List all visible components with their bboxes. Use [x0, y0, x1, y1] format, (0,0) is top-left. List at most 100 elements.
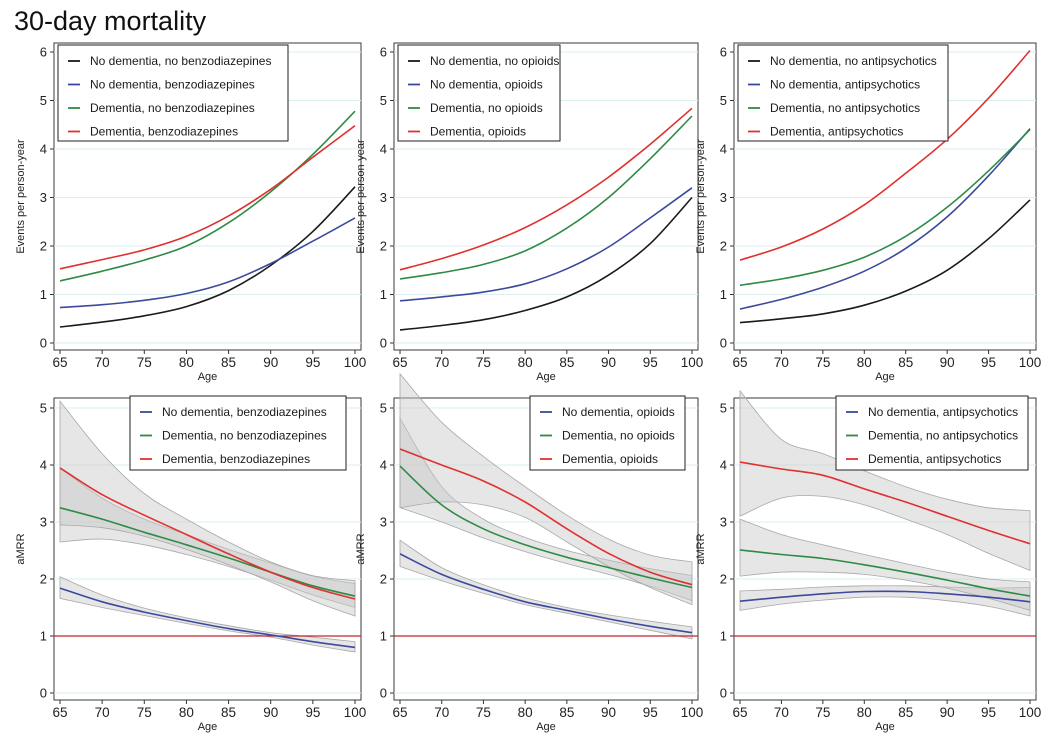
y-tick-label: 5: [720, 401, 727, 416]
legend-label: Dementia, no opioids: [562, 429, 675, 443]
y-tick-label: 1: [720, 629, 727, 644]
series-line: [399, 196, 693, 331]
x-tick-label: 100: [681, 355, 704, 370]
y-tick-label: 5: [40, 93, 47, 108]
y-tick-label: 2: [380, 239, 387, 254]
x-axis-label: Age: [198, 371, 218, 383]
x-tick-label: 80: [179, 355, 194, 370]
y-tick-label: 6: [40, 45, 47, 60]
page-title: 30-day mortality: [14, 6, 207, 36]
y-tick-label: 3: [380, 515, 387, 530]
legend-label: Dementia, no antipsychotics: [868, 429, 1018, 443]
series-line: [59, 587, 356, 649]
y-axis-label: aMRR: [695, 533, 707, 564]
y-tick-label: 1: [720, 287, 727, 302]
x-tick-label: 95: [981, 705, 996, 720]
x-axis-label: Age: [536, 371, 556, 383]
series-line: [59, 217, 356, 309]
x-tick-label: 75: [137, 355, 152, 370]
x-tick-label: 95: [981, 355, 996, 370]
x-tick-label: 100: [1019, 355, 1042, 370]
series-line: [59, 507, 356, 597]
x-tick-label: 75: [137, 705, 152, 720]
legend-label: No dementia, benzodiazepines: [90, 78, 255, 92]
x-tick-label: 70: [95, 355, 110, 370]
x-tick-label: 85: [559, 705, 574, 720]
y-tick-label: 6: [720, 45, 727, 60]
ci-band: [739, 389, 1031, 572]
y-tick-label: 0: [40, 686, 47, 701]
y-tick-label: 2: [380, 572, 387, 587]
series-line: [399, 553, 693, 634]
x-tick-label: 80: [857, 705, 872, 720]
y-tick-label: 4: [720, 458, 727, 473]
x-tick-label: 65: [52, 355, 67, 370]
series-line: [739, 129, 1031, 287]
x-tick-label: 95: [643, 705, 658, 720]
x-tick-label: 80: [857, 355, 872, 370]
x-tick-label: 95: [305, 355, 320, 370]
panel-rate-opioids: 0 1 2 3 4 5 6 65 70 75 80 85 90 95 100 Age Events per pe…: [355, 42, 704, 383]
y-tick-label: 1: [380, 629, 387, 644]
series-line: [59, 186, 356, 328]
ci-band: [739, 518, 1031, 611]
legend: [737, 44, 949, 142]
legend-label: Dementia, opioids: [562, 452, 658, 466]
panel-amrr-antipsychotics: 0 1 2 3 4 5 65 70 75 80 85 90 95 100 Age aMRR No dementi…: [695, 389, 1042, 733]
x-tick-label: 85: [898, 355, 913, 370]
legend-label: No dementia, no opioids: [430, 54, 559, 68]
x-tick-label: 70: [434, 705, 449, 720]
y-tick-label: 0: [720, 686, 727, 701]
x-axis-label: Age: [875, 721, 895, 733]
x-tick-label: 65: [392, 355, 407, 370]
y-axis-label: aMRR: [355, 533, 367, 564]
y-tick-label: 2: [40, 572, 47, 587]
y-tick-label: 4: [380, 142, 387, 157]
y-tick-label: 1: [380, 287, 387, 302]
series-line: [739, 49, 1031, 261]
x-tick-label: 65: [732, 705, 747, 720]
ci-band: [739, 585, 1031, 617]
y-tick-label: 0: [40, 336, 47, 351]
series-line: [399, 115, 693, 280]
legend: [529, 395, 686, 471]
x-tick-label: 70: [774, 705, 789, 720]
x-tick-label: 95: [643, 355, 658, 370]
legend: [57, 44, 289, 142]
y-axis-label: Events per person-year: [695, 139, 707, 254]
legend-label: Dementia, antipsychotics: [770, 125, 903, 139]
y-tick-label: 4: [720, 142, 727, 157]
x-tick-label: 75: [815, 705, 830, 720]
x-tick-label: 90: [263, 705, 278, 720]
x-tick-label: 85: [898, 705, 913, 720]
series-line: [399, 465, 693, 589]
y-axis-label: aMRR: [15, 533, 27, 564]
y-tick-label: 3: [720, 190, 727, 205]
x-tick-label: 80: [179, 705, 194, 720]
panel-amrr-opioids: 0 1 2 3 4 5 65 70 75 80 85 90 95 100 Age aMRR No dementi…: [355, 372, 704, 733]
y-axis-label: Events per person-year: [15, 139, 27, 254]
x-tick-label: 70: [434, 355, 449, 370]
x-tick-label: 85: [221, 705, 236, 720]
x-tick-label: 90: [601, 355, 616, 370]
x-tick-label: 75: [476, 705, 491, 720]
y-tick-label: 2: [40, 239, 47, 254]
x-axis-label: Age: [875, 371, 895, 383]
x-tick-label: 100: [344, 705, 367, 720]
x-tick-label: 65: [52, 705, 67, 720]
y-tick-label: 3: [380, 190, 387, 205]
x-tick-label: 85: [221, 355, 236, 370]
x-tick-label: 100: [681, 705, 704, 720]
y-tick-label: 1: [40, 629, 47, 644]
legend-label: No dementia, antipsychotics: [868, 405, 1018, 419]
legend-label: Dementia, no antipsychotics: [770, 101, 920, 115]
series-line: [739, 199, 1031, 324]
x-tick-label: 100: [1019, 705, 1042, 720]
y-tick-label: 3: [720, 515, 727, 530]
y-tick-label: 2: [720, 572, 727, 587]
y-tick-label: 2: [720, 239, 727, 254]
y-tick-label: 4: [380, 458, 387, 473]
y-tick-label: 4: [40, 458, 47, 473]
series-line: [399, 107, 693, 271]
